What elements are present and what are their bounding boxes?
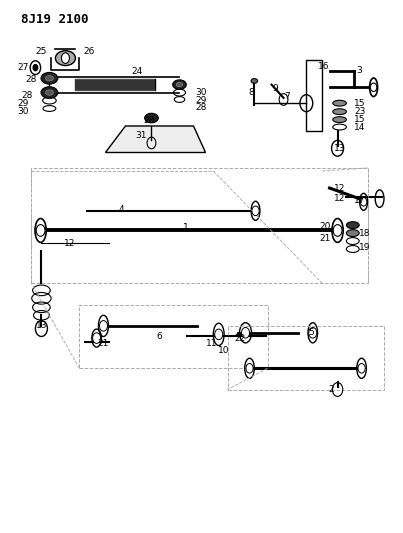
Ellipse shape [41,72,58,84]
Text: 12: 12 [334,194,345,203]
Circle shape [93,333,101,343]
Text: 11: 11 [206,339,217,348]
Ellipse shape [46,90,54,95]
Circle shape [252,206,259,216]
Ellipse shape [172,80,186,90]
Text: 23: 23 [354,107,365,116]
Text: 26: 26 [84,47,95,56]
Ellipse shape [41,87,58,99]
Text: 20: 20 [319,222,330,231]
Text: 8J19 2100: 8J19 2100 [21,13,89,26]
Text: 27: 27 [18,63,29,72]
Text: 21: 21 [98,339,109,348]
Text: 25: 25 [36,47,47,56]
Text: 29: 29 [18,99,29,108]
Ellipse shape [333,117,347,123]
Text: 19: 19 [359,244,370,253]
Text: 6: 6 [157,332,162,341]
Circle shape [33,64,38,71]
Text: 12: 12 [64,239,75,248]
Ellipse shape [251,78,258,83]
Ellipse shape [347,230,359,237]
Ellipse shape [56,51,75,66]
Text: 28: 28 [26,75,37,84]
Text: 15: 15 [354,99,366,108]
Bar [79,305,268,368]
Circle shape [309,327,317,338]
Text: 7: 7 [285,92,291,101]
Text: 21: 21 [319,235,330,244]
Text: 16: 16 [318,62,329,70]
Ellipse shape [176,83,183,87]
Text: 28: 28 [144,116,155,125]
Circle shape [61,53,69,63]
Circle shape [215,329,223,340]
Text: 29: 29 [196,95,207,104]
Text: 31: 31 [136,131,147,140]
Text: 28: 28 [196,103,207,112]
Text: 17: 17 [354,196,366,205]
Text: 5: 5 [309,328,314,337]
Text: 13: 13 [35,321,47,330]
Text: 30: 30 [196,88,207,97]
Text: 3: 3 [357,66,362,75]
Text: 22: 22 [234,334,245,343]
Text: 30: 30 [18,107,29,116]
Text: 18: 18 [359,229,370,238]
Text: 12: 12 [334,183,345,192]
Polygon shape [106,126,206,152]
Circle shape [360,198,367,206]
Ellipse shape [333,100,347,106]
Text: 24: 24 [132,67,143,76]
Circle shape [36,224,45,236]
Circle shape [241,327,249,338]
Text: 28: 28 [22,91,33,100]
Text: 8: 8 [249,88,254,97]
Ellipse shape [347,222,359,229]
Circle shape [246,364,253,373]
Text: 1: 1 [183,223,188,232]
Text: 13: 13 [334,144,345,153]
Bar [305,60,322,131]
Circle shape [333,224,342,236]
Text: 15: 15 [354,115,366,124]
Circle shape [100,320,108,331]
Ellipse shape [333,109,347,115]
Circle shape [358,364,365,373]
Text: 4: 4 [118,205,124,214]
Bar [228,326,384,390]
Ellipse shape [145,114,158,123]
Bar [31,168,368,284]
Ellipse shape [46,76,54,81]
Text: 14: 14 [354,123,365,132]
Text: 2: 2 [329,385,334,394]
Text: 9: 9 [273,84,278,93]
Text: 10: 10 [218,346,229,355]
Circle shape [370,83,377,92]
